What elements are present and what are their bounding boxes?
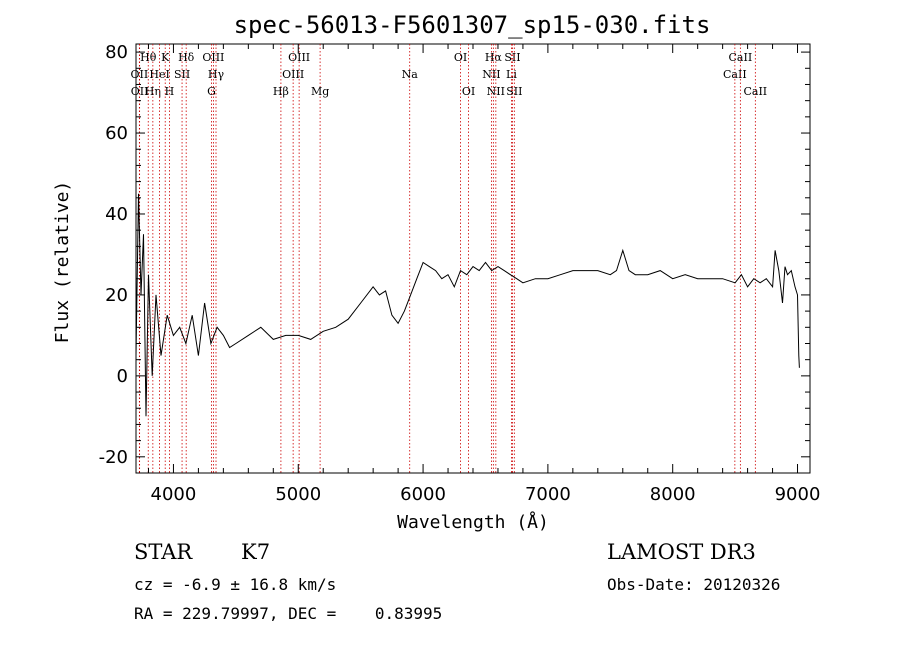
spectral-line-label: OI <box>454 51 467 64</box>
x-tick-label: 7000 <box>525 484 571 505</box>
spectral-line-label: Mg <box>311 85 329 98</box>
observation-date: Obs-Date: 20120326 <box>607 575 781 594</box>
survey-name: LAMOST DR3 <box>607 540 756 564</box>
y-axis-label: Flux (relative) <box>52 181 73 344</box>
spectral-line-label: OII <box>131 85 149 98</box>
spectrum-line <box>135 193 800 417</box>
spectral-line-label: SII <box>174 68 190 81</box>
spectral-line-label: NII <box>487 85 505 98</box>
spectral-line-label: Li <box>506 68 517 81</box>
y-tick-label: 0 <box>117 366 128 387</box>
spectral-lines: HθOIIOIIHηHeIKHSIIHδGOIIIHγHβOIIIOIIIMgN… <box>131 44 767 473</box>
coordinates-readout: RA = 229.79997, DEC = 0.83995 <box>134 604 443 623</box>
x-tick-label: 6000 <box>400 484 446 505</box>
x-tick-label: 4000 <box>151 484 197 505</box>
y-tick-label: 20 <box>105 285 128 306</box>
object-subclass: K7 <box>241 540 271 564</box>
spectral-line-label: CaII <box>723 68 747 81</box>
y-tick-label: -20 <box>99 447 128 468</box>
spectral-line-label: K <box>161 51 170 64</box>
y-tick-label: 60 <box>105 123 128 144</box>
spectral-line-label: H <box>165 85 175 98</box>
spectral-line-label: OIII <box>282 68 304 81</box>
x-tick-label: 9000 <box>775 484 821 505</box>
spectral-line-label: OII <box>131 68 149 81</box>
spectral-line-label: Hη <box>145 85 161 98</box>
x-axis-label: Wavelength (Å) <box>397 511 549 533</box>
spectral-line-label: SII <box>506 85 522 98</box>
y-tick-label: 80 <box>105 42 128 63</box>
spectral-line-label: OI <box>462 85 475 98</box>
chart-title: spec-56013-F5601307_sp15-030.fits <box>234 11 711 39</box>
plot-frame <box>135 43 811 474</box>
axis-ticks: 4000 5000 6000 7000 8000 9000 -20 0 20 40 60 80 <box>99 42 821 505</box>
spectral-line-label: Hδ <box>178 51 195 64</box>
spectral-line-label: Hβ <box>273 85 289 98</box>
spectral-line-label: Na <box>402 68 419 81</box>
spectral-line-label: HeI <box>149 68 169 81</box>
x-tick-label: 8000 <box>650 484 696 505</box>
object-class: STAR <box>134 540 193 564</box>
redshift-readout: cz = -6.9 ± 16.8 km/s <box>134 575 337 594</box>
spectral-line-label: OIII <box>288 51 310 64</box>
spectral-line-label: Hθ <box>140 51 157 64</box>
spectral-line-label: NII <box>482 68 500 81</box>
spectral-line-label: SII <box>504 51 520 64</box>
spectral-line-label: OIII <box>202 51 224 64</box>
spectral-line-label: Hγ <box>208 68 225 81</box>
x-tick-label: 5000 <box>275 484 321 505</box>
spectral-line-label: CaII <box>729 51 753 64</box>
y-tick-label: 40 <box>105 204 128 225</box>
spectral-line-label: CaII <box>743 85 767 98</box>
spectral-line-label: Hα <box>485 51 503 64</box>
spectral-line-label: G <box>207 85 216 98</box>
